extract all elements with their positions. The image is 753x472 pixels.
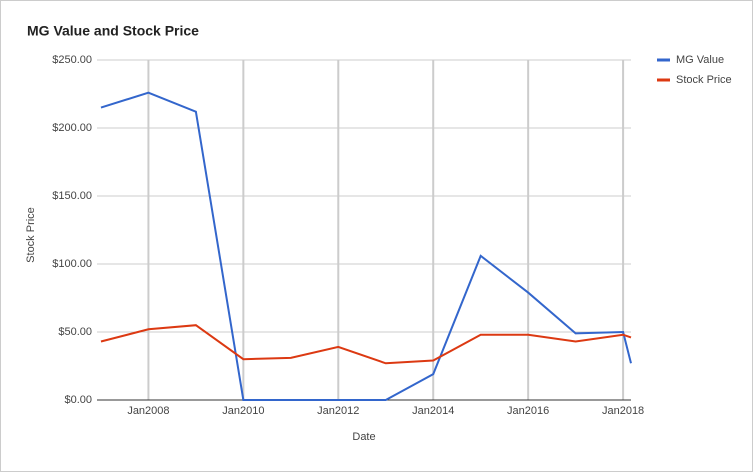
x-tick-label: Jan2016 [507, 405, 549, 417]
y-tick-label: $200.00 [52, 122, 92, 134]
x-axis-title: Date [352, 431, 375, 443]
x-tick-label: Jan2012 [317, 405, 359, 417]
chart-title: MG Value and Stock Price [27, 23, 199, 39]
y-tick-label: $250.00 [52, 54, 92, 66]
y-tick-label: $50.00 [58, 326, 92, 338]
x-tick-label: Jan2018 [602, 405, 644, 417]
x-tick-label: Jan2010 [222, 405, 264, 417]
legend-label: MG Value [676, 54, 724, 66]
y-tick-label: $150.00 [52, 190, 92, 202]
y-axis-title: Stock Price [25, 207, 37, 263]
x-tick-label: Jan2014 [412, 405, 454, 417]
series-line [100, 91, 632, 401]
y-tick-label: $100.00 [52, 258, 92, 270]
legend-label: Stock Price [676, 74, 732, 86]
x-tick-label: Jan2008 [127, 405, 169, 417]
series-line [100, 324, 632, 365]
y-tick-label: $0.00 [64, 394, 92, 406]
